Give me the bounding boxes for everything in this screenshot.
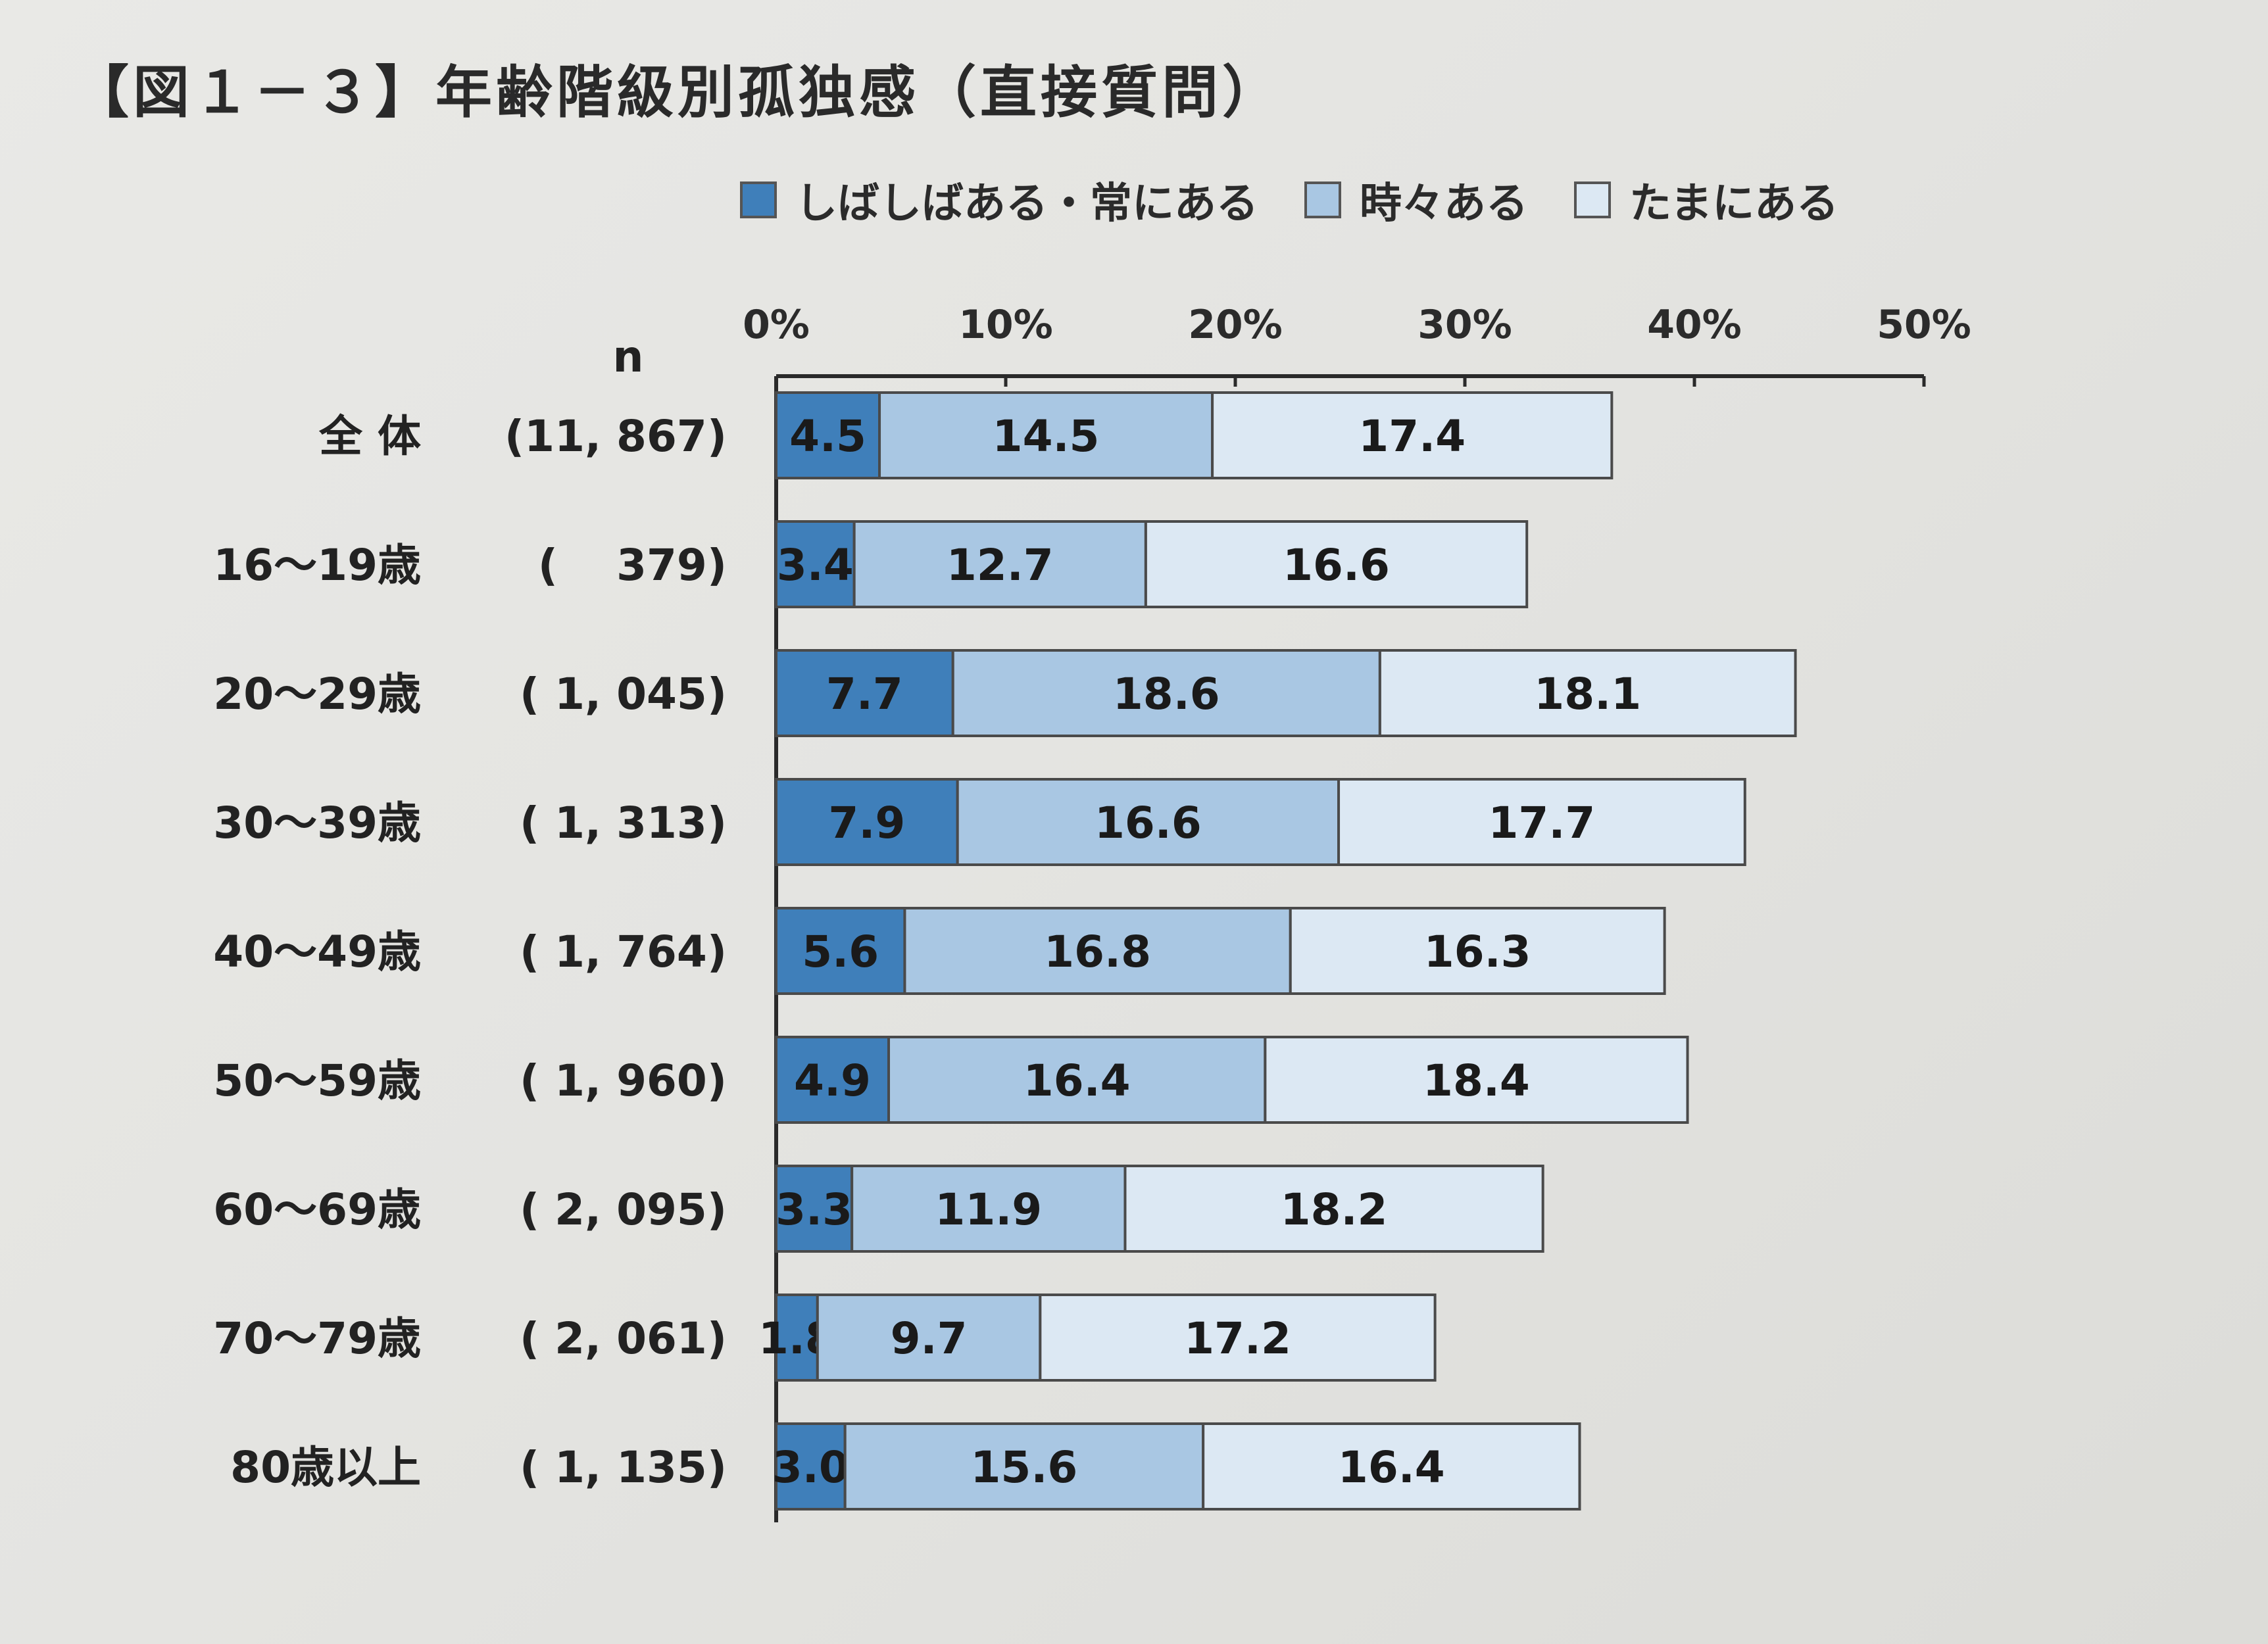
bar-segment-sometimes	[887, 1036, 1267, 1124]
data-label-often: 7.7	[826, 669, 903, 719]
sample-size-label: ( 2, 095)	[520, 1184, 727, 1235]
legend-swatch-often	[740, 181, 777, 218]
legend-item-sometimes: 時々ある	[1304, 170, 1528, 230]
x-tick-label: 40%	[1647, 302, 1742, 348]
bar-segment-rarely	[1337, 778, 1746, 866]
x-tick-label: 30%	[1418, 302, 1512, 348]
data-label-rarely: 18.1	[1534, 669, 1641, 719]
data-label-often: 3.4	[777, 540, 854, 591]
bar-segment-often	[775, 1036, 891, 1124]
data-label-rarely: 17.7	[1488, 798, 1595, 848]
data-label-often: 4.5	[789, 411, 866, 462]
data-label-sometimes: 16.8	[1044, 927, 1151, 977]
data-label-sometimes: 18.6	[1113, 669, 1220, 719]
bar-segment-often	[775, 1165, 854, 1253]
sample-size-label: ( 1, 960)	[520, 1055, 727, 1106]
chart-title: 【図１－３】年齢階級別孤独感（直接質問）	[72, 60, 1283, 126]
category-label: 80歳以上	[230, 1442, 421, 1493]
category-label: 60～69歳	[213, 1184, 421, 1235]
bar-segment-sometimes	[852, 520, 1147, 608]
data-label-sometimes: 11.9	[935, 1184, 1042, 1235]
bar-segment-sometimes	[851, 1165, 1127, 1253]
legend-label-sometimes: 時々ある	[1360, 180, 1528, 228]
legend-swatch-sometimes	[1304, 181, 1341, 218]
sample-size-label: ( 1, 313)	[520, 798, 727, 848]
data-label-often: 3.3	[776, 1184, 852, 1235]
legend-label-rarely: たまにある	[1629, 180, 1839, 228]
bar-segment-rarely	[1202, 1422, 1581, 1511]
bar-segment-sometimes	[951, 649, 1381, 737]
legend-item-rarely: たまにある	[1574, 170, 1838, 230]
bar-segment-rarely	[1289, 907, 1666, 995]
bar-segment-rarely	[1378, 649, 1797, 737]
data-label-sometimes: 12.7	[947, 540, 1054, 591]
category-label: 20～29歳	[213, 669, 421, 719]
data-label-rarely: 18.4	[1423, 1055, 1530, 1106]
bar-segment-sometimes	[956, 778, 1341, 866]
category-label: 30～39歳	[213, 798, 421, 848]
legend-swatch-rarely	[1574, 181, 1611, 218]
legend: しばしばある・常にある 時々ある たまにある	[740, 170, 1838, 230]
sample-size-label: ( 1, 135)	[520, 1442, 727, 1493]
bar-segment-often	[775, 778, 959, 866]
data-label-often: 5.6	[802, 927, 879, 977]
data-label-sometimes: 14.5	[993, 411, 1100, 462]
bar-segment-often	[775, 649, 954, 737]
data-label-sometimes: 16.4	[1023, 1055, 1131, 1106]
sample-size-label: ( 1, 045)	[520, 669, 727, 719]
sample-size-label: ( 2, 061)	[520, 1313, 727, 1364]
data-label-rarely: 17.2	[1184, 1313, 1291, 1364]
data-label-sometimes: 9.7	[891, 1313, 968, 1364]
bar-segment-often	[775, 907, 906, 995]
data-label-rarely: 17.4	[1358, 411, 1466, 462]
bar-segment-rarely	[1264, 1036, 1689, 1124]
data-label-rarely: 18.2	[1281, 1184, 1388, 1235]
x-tick-label: 50%	[1877, 302, 1971, 348]
data-label-rarely: 16.4	[1338, 1442, 1445, 1493]
bar-segment-rarely	[1144, 520, 1529, 608]
x-tick-label: 20%	[1188, 302, 1283, 348]
category-label: 16～19歳	[213, 540, 421, 591]
bar-segment-rarely	[1211, 391, 1614, 479]
x-tick-label: 10%	[958, 302, 1053, 348]
bar-segment-sometimes	[816, 1293, 1042, 1382]
category-label: 50～59歳	[213, 1055, 421, 1106]
bar-segment-rarely	[1123, 1165, 1544, 1253]
data-label-often: 3.0	[772, 1442, 849, 1493]
sample-size-label: ( 379)	[538, 540, 727, 591]
data-label-rarely: 16.6	[1283, 540, 1390, 591]
data-label-sometimes: 16.6	[1095, 798, 1202, 848]
data-label-often: 7.9	[828, 798, 905, 848]
bar-segment-sometimes	[903, 907, 1292, 995]
legend-item-often: しばしばある・常にある	[740, 170, 1258, 230]
data-label-rarely: 16.3	[1424, 927, 1531, 977]
sample-size-label: ( 1, 764)	[520, 927, 727, 977]
category-label: 70～79歳	[213, 1313, 421, 1364]
n-column-header: n	[613, 331, 644, 382]
data-label-sometimes: 15.6	[970, 1442, 1077, 1493]
bar-segment-often	[775, 1293, 819, 1382]
category-label: 全 体	[318, 411, 421, 462]
x-tick-label: 0%	[743, 302, 810, 348]
category-label: 40～49歳	[213, 927, 421, 977]
bar-segment-rarely	[1039, 1293, 1437, 1382]
legend-label-often: しばしばある・常にある	[795, 180, 1258, 228]
data-label-often: 4.9	[794, 1055, 871, 1106]
sample-size-label: (11, 867)	[505, 411, 727, 462]
